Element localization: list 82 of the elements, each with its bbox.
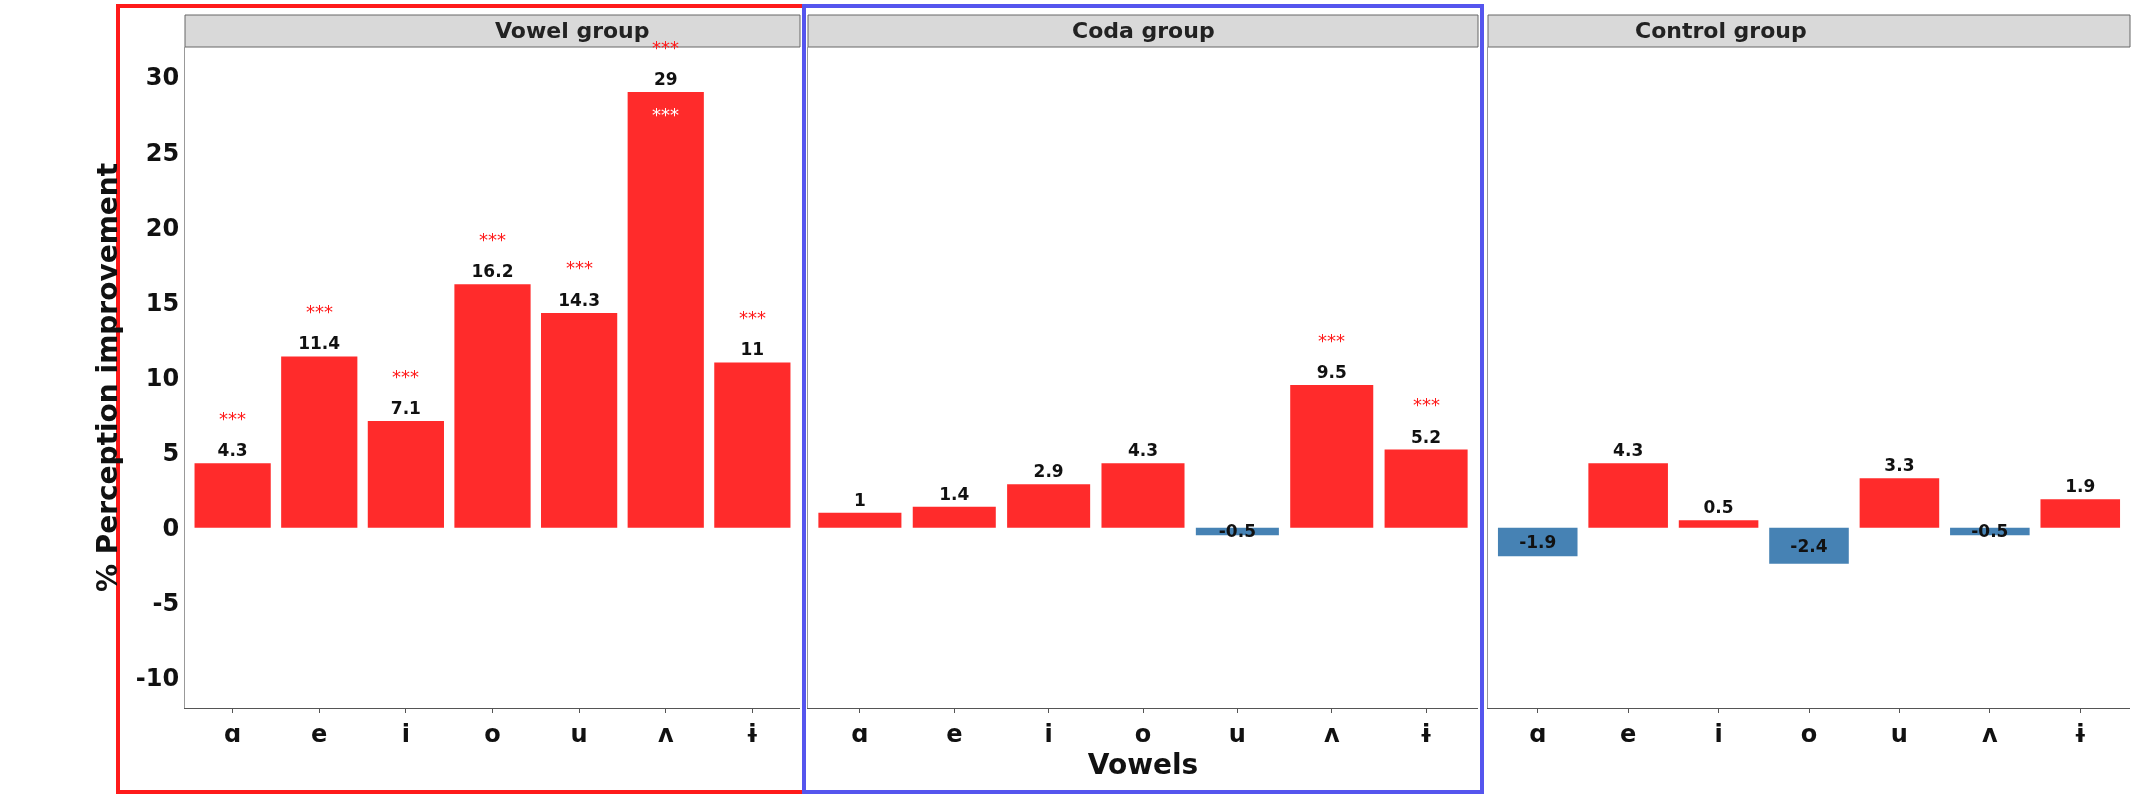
bar — [818, 512, 902, 528]
y-tick-label: 25 — [145, 138, 180, 167]
chart-title: Coda group — [1072, 18, 1215, 43]
y-tick-label: -5 — [152, 589, 180, 618]
annotation: *** — [392, 366, 419, 387]
x-tick-label: u — [570, 719, 588, 748]
x-tick-label: ɑ — [224, 719, 242, 748]
data-label: 3.3 — [1884, 455, 1915, 476]
annotation: *** — [1318, 330, 1345, 351]
data-label: 1.4 — [939, 483, 970, 504]
x-tick-label: ɑ — [851, 719, 869, 748]
bar — [1384, 449, 1468, 528]
data-label: 4.3 — [1613, 440, 1644, 461]
x-tick-label: i — [1044, 719, 1053, 748]
x-tick-label: ɑ — [1529, 719, 1547, 748]
x-tick-label: ʌ — [1323, 719, 1340, 748]
bar — [194, 463, 271, 528]
chart-title: Control group — [1635, 18, 1807, 43]
x-tick-label: u — [1890, 719, 1908, 748]
data-label: 11 — [740, 339, 765, 360]
annotation: *** — [1413, 394, 1440, 415]
annotation: *** — [652, 104, 679, 125]
x-tick-label: i — [1714, 719, 1723, 748]
data-label: 4.3 — [217, 440, 248, 461]
data-label: 9.5 — [1316, 362, 1347, 383]
x-tick-label: ɨ — [745, 719, 759, 748]
bar — [1769, 527, 1849, 564]
bar — [1588, 463, 1668, 528]
bar — [627, 92, 704, 528]
x-axis-title: Vowels — [1087, 747, 1199, 781]
y-axis-title: % Perception improvement — [90, 162, 124, 593]
y-tick-label: 15 — [145, 288, 180, 317]
y-tick-label: 5 — [162, 439, 180, 468]
x-tick-label: e — [1620, 719, 1637, 748]
x-tick-label: ɨ — [2073, 719, 2087, 748]
bar — [1007, 484, 1091, 528]
y-tick-label: 0 — [162, 514, 180, 543]
annotation: *** — [219, 408, 246, 429]
bar — [2040, 499, 2121, 528]
y-tick-label: 20 — [145, 213, 180, 242]
bar — [541, 312, 618, 528]
y-tick-label: -10 — [135, 664, 180, 693]
bar — [1101, 463, 1185, 528]
annotation: *** — [479, 229, 506, 250]
x-tick-label: ʌ — [657, 719, 674, 748]
y-tick-label: 30 — [145, 63, 180, 92]
y-tick-label: 10 — [145, 363, 180, 392]
data-label: 4.3 — [1127, 440, 1159, 461]
data-label: 29 — [653, 69, 678, 90]
data-label: 7.1 — [390, 398, 421, 419]
x-tick-label: ʌ — [1982, 719, 1999, 748]
data-label: 5.2 — [1411, 426, 1442, 447]
chart-title: Vowel group — [495, 18, 650, 43]
bar — [912, 506, 996, 528]
bar — [367, 421, 444, 528]
x-tick-label: i — [401, 719, 410, 748]
data-label: 1 — [853, 489, 866, 510]
x-tick-label: ɨ — [1419, 719, 1433, 748]
x-tick-label: e — [946, 719, 963, 748]
bar — [1859, 478, 1940, 528]
data-label: 14.3 — [558, 289, 601, 310]
x-tick-label: e — [311, 719, 328, 748]
annotation: *** — [739, 307, 766, 328]
annotation: *** — [652, 37, 679, 58]
x-tick-label: o — [1134, 719, 1152, 748]
data-label: 11.4 — [298, 333, 341, 354]
data-label: -2.4 — [1790, 535, 1828, 556]
x-tick-label: o — [1800, 719, 1818, 748]
x-tick-label: u — [1228, 719, 1246, 748]
annotation: *** — [566, 257, 593, 278]
bar — [454, 284, 531, 528]
data-label: -1.9 — [1519, 532, 1557, 552]
data-label: 2.9 — [1033, 461, 1064, 482]
annotation: *** — [306, 301, 333, 322]
bar — [1678, 520, 1759, 528]
x-tick-label: o — [484, 719, 501, 748]
bar — [1290, 385, 1374, 528]
bar — [281, 356, 358, 528]
data-label: 0.5 — [1703, 497, 1734, 518]
data-label: 1.9 — [2065, 476, 2096, 497]
data-label: 16.2 — [471, 261, 514, 282]
bar — [714, 362, 791, 528]
